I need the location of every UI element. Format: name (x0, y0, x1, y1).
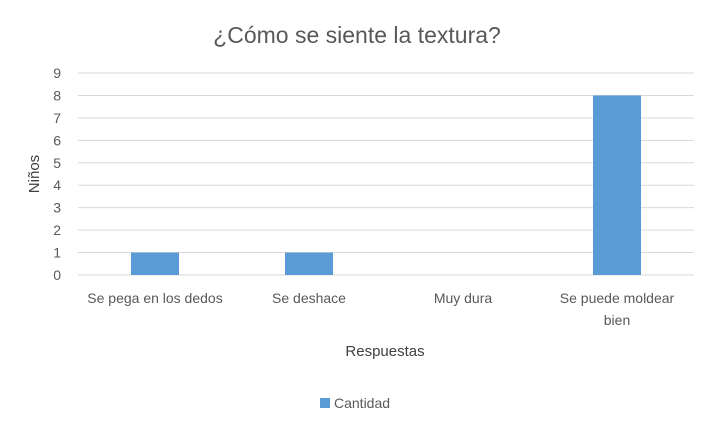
y-tick-label: 6 (53, 132, 61, 148)
y-tick-label: 9 (53, 65, 61, 81)
chart-title: ¿Cómo se siente la textura? (213, 22, 501, 48)
y-tick-label: 4 (53, 177, 61, 193)
y-tick-label: 7 (53, 110, 61, 126)
legend-label: Cantidad (334, 395, 390, 411)
x-tick-label: Muy dura (434, 290, 493, 306)
x-tick-label: Se puede moldear bien (560, 290, 675, 328)
y-tick-label: 0 (53, 267, 61, 283)
gridlines (78, 72, 694, 276)
y-tick-label: 2 (53, 222, 61, 238)
y-axis-label: Niños (26, 155, 43, 193)
y-tick-label: 3 (53, 200, 61, 216)
y-tick-label: 1 (53, 245, 61, 261)
y-tick-label: 5 (53, 155, 61, 171)
x-axis-ticks: Se pega en los dedos Se deshace Muy dura Se… (87, 290, 674, 328)
legend-swatch (320, 398, 330, 408)
y-tick-label: 8 (53, 87, 61, 103)
bar (285, 252, 333, 275)
x-tick-label: Se pega en los dedos (87, 290, 222, 306)
bars (131, 95, 641, 275)
x-axis-label: Respuestas (345, 343, 424, 360)
bar (593, 95, 641, 275)
y-axis-ticks: 0 1 2 3 4 5 6 7 8 9 (53, 65, 61, 283)
bar (131, 252, 179, 275)
legend: Cantidad (320, 395, 390, 411)
x-tick-label: Se deshace (272, 290, 346, 306)
